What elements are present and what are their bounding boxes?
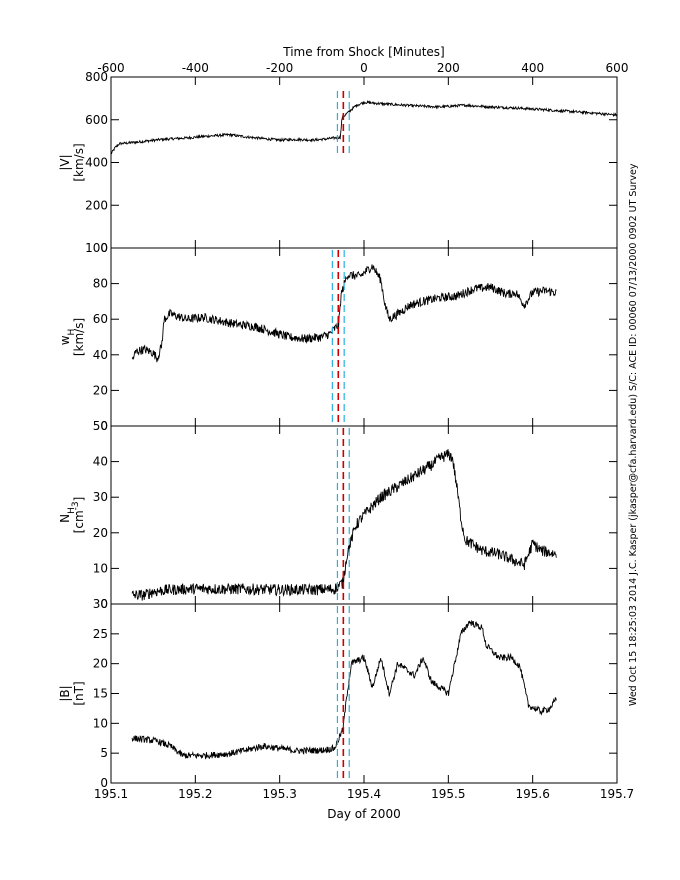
top-axis-title: Time from Shock [Minutes] bbox=[282, 45, 444, 59]
top-axis-tick-label: 400 bbox=[521, 61, 544, 75]
panel-v: 0 200 400 600 800 |V| [km/s] bbox=[58, 70, 618, 255]
panel-frame bbox=[110, 247, 618, 427]
y-tick-label: 0 bbox=[100, 419, 108, 433]
x-axis-title: Day of 2000 bbox=[327, 807, 400, 821]
x-tick-label: 195.7 bbox=[600, 787, 634, 801]
y-axis-label: |B| bbox=[58, 685, 72, 701]
y-tick-label: 800 bbox=[85, 70, 108, 84]
y-axis-label: |V| bbox=[58, 154, 72, 170]
y-tick-label: 0 bbox=[100, 241, 108, 255]
x-tick-label: 195.6 bbox=[515, 787, 549, 801]
y-tick-label: 20 bbox=[93, 657, 108, 671]
y-axis-unit: [km/s] bbox=[72, 318, 86, 356]
data-line-n bbox=[131, 449, 557, 601]
y-tick-label: 15 bbox=[93, 687, 108, 701]
panel-b: 0 5 10 15 20 25 30 |B| [nT] bbox=[58, 597, 618, 790]
y-axis-label: NH bbox=[58, 507, 77, 523]
y-tick-label: 600 bbox=[85, 113, 108, 127]
x-tick-label: 195.2 bbox=[178, 787, 212, 801]
top-axis-tick-label: -400 bbox=[182, 61, 209, 75]
top-axis-tick-label: 600 bbox=[606, 61, 629, 75]
top-axis-tick-label: -600 bbox=[97, 61, 124, 75]
x-tick-label: 195.5 bbox=[431, 787, 465, 801]
y-tick-label: 5 bbox=[100, 746, 108, 760]
y-tick-label: 40 bbox=[93, 455, 108, 469]
y-axis-unit: [cm-3] bbox=[71, 497, 86, 534]
y-tick-label: 50 bbox=[93, 419, 108, 433]
y-tick-label: 30 bbox=[93, 597, 108, 611]
y-tick-label: 40 bbox=[93, 348, 108, 362]
y-tick-label: 0 bbox=[100, 597, 108, 611]
data-line-v bbox=[110, 100, 618, 155]
top-axis-tick-label: 200 bbox=[437, 61, 460, 75]
y-tick-label: 200 bbox=[85, 198, 108, 212]
y-tick-label: 60 bbox=[93, 312, 108, 326]
y-tick-label: 400 bbox=[85, 156, 108, 170]
panel-w: 0 20 40 60 80 100 wH[km/s] bbox=[58, 241, 618, 433]
top-axis-tick-label: 0 bbox=[360, 61, 368, 75]
y-tick-label: 25 bbox=[93, 627, 108, 641]
y-tick-label: 10 bbox=[93, 716, 108, 730]
panel-frame bbox=[110, 425, 618, 605]
y-tick-label: 100 bbox=[85, 241, 108, 255]
x-tick-label: 195.4 bbox=[347, 787, 381, 801]
y-axis-label: wH bbox=[58, 329, 77, 346]
side-annotation: Wed Oct 15 18:25:03 2014 J.C. Kasper (jk… bbox=[628, 163, 639, 706]
y-tick-label: 20 bbox=[93, 526, 108, 540]
data-line-b bbox=[131, 619, 557, 760]
top-axis-tick-label: -200 bbox=[266, 61, 293, 75]
y-tick-label: 10 bbox=[93, 561, 108, 575]
y-axis-unit: [nT] bbox=[72, 681, 86, 705]
y-tick-label: 80 bbox=[93, 277, 108, 291]
panel-n: 0 10 20 30 40 50 NH[cm-3] bbox=[58, 419, 618, 611]
y-tick-label: 0 bbox=[100, 776, 108, 790]
x-tick-label: 195.1 bbox=[94, 787, 128, 801]
x-tick-label: 195.3 bbox=[262, 787, 296, 801]
data-line-w bbox=[131, 264, 557, 363]
y-tick-label: 30 bbox=[93, 490, 108, 504]
y-tick-label: 20 bbox=[93, 383, 108, 397]
y-axis-unit: [km/s] bbox=[72, 143, 86, 181]
